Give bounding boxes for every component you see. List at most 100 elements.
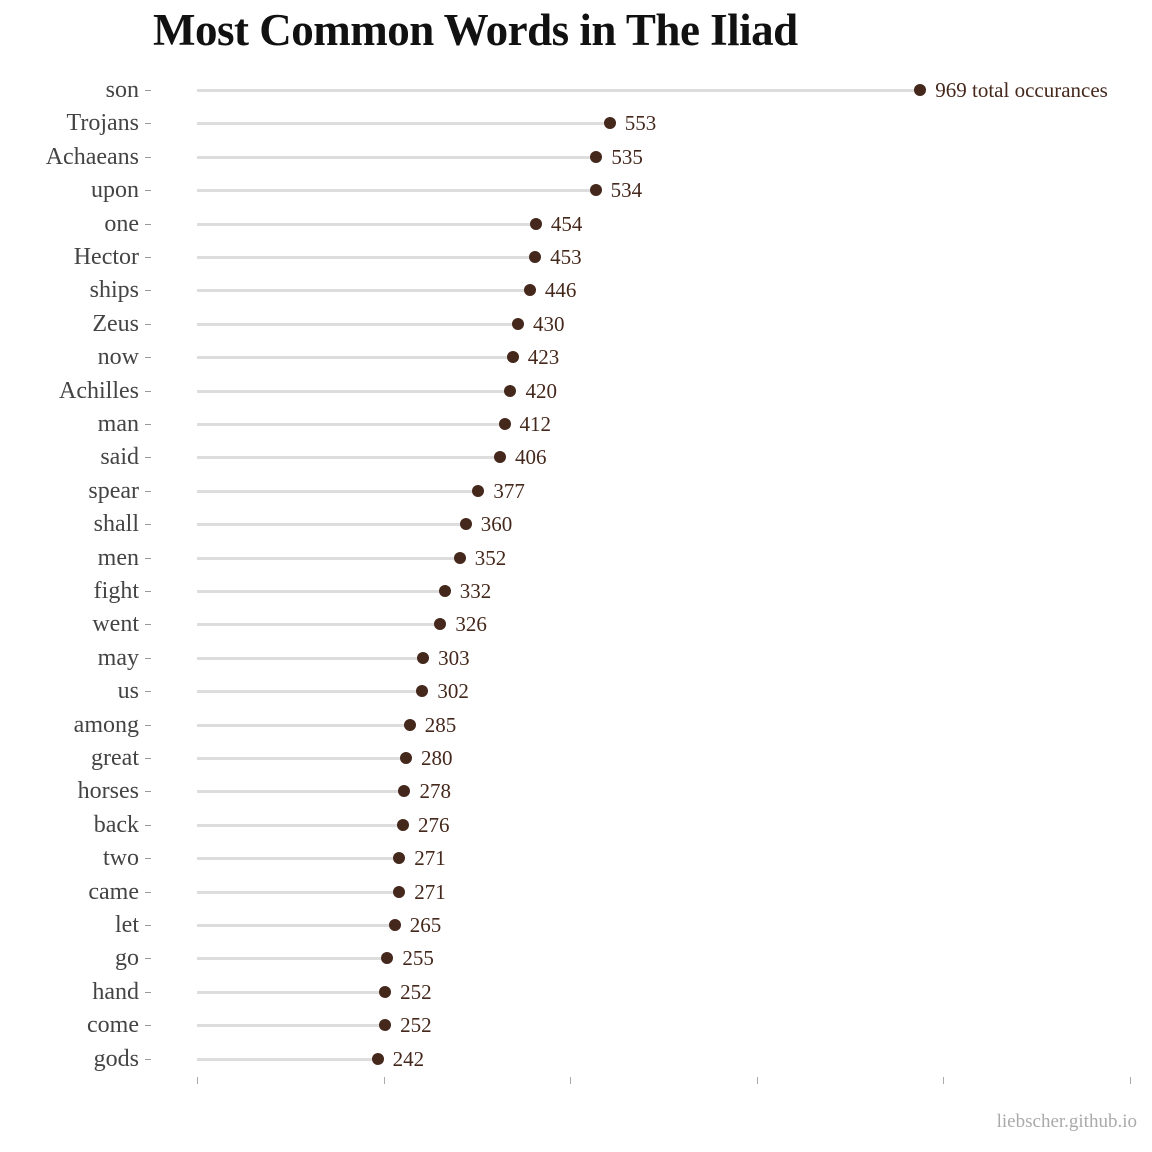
x-axis-tick [197,1077,198,1084]
value-label: 420 [525,378,557,403]
lollipop-stem [197,857,400,861]
data-point [398,785,411,798]
data-point [523,284,536,297]
value-label: 271 [414,846,446,871]
chart-row: hand 252 [0,976,1152,1009]
data-point [529,217,542,230]
lollipop-stem [197,957,388,961]
lollipop-stem [197,590,445,593]
source-credit: liebscher.github.io [996,1111,1137,1132]
value-label: 265 [409,913,442,937]
y-axis-tick [145,290,151,292]
lollipop-stem [197,189,596,193]
data-point [403,718,416,731]
lollipop-stem [197,990,386,994]
y-axis-label: back [93,811,139,838]
value-label: 453 [550,245,582,269]
y-axis-label: ships [89,277,139,304]
value-label: 285 [424,712,457,737]
y-axis-label: spear [88,477,139,504]
value-label: 242 [392,1046,425,1071]
y-axis-label: men [97,544,139,571]
value-label: 303 [438,645,470,670]
x-axis-tick [570,1077,572,1084]
chart-row: Achilles 420 [0,375,1152,408]
lollipop-stem [197,256,536,259]
value-label: 446 [544,278,577,303]
data-point [589,184,602,197]
value-label: 332 [459,579,492,603]
y-axis-label: went [92,611,139,638]
data-point [393,852,406,865]
chart-row: said 406 [0,441,1152,474]
y-axis-tick [145,257,151,258]
lollipop-stem [197,456,501,460]
data-point [397,818,409,831]
chart-row: upon 534 [0,174,1152,207]
y-axis-label: Achaeans [45,143,139,170]
y-axis-tick [145,123,151,125]
lollipop-stem [197,623,441,627]
data-point [504,384,517,397]
y-axis-label: one [104,210,139,237]
lollipop-stem [197,790,405,794]
value-label: 406 [515,445,547,470]
y-axis-tick [145,190,151,192]
y-axis-label: two [103,845,139,872]
y-axis-tick [145,156,151,158]
lollipop-stem [197,489,479,493]
y-axis-tick [145,991,151,993]
chart-row: Achaeans 535 [0,141,1152,174]
data-point [494,451,507,464]
data-point [453,551,466,564]
value-label: 326 [455,612,487,637]
lollipop-stem [197,89,921,92]
y-axis-label: shall [93,511,139,538]
y-axis-label: hand [92,978,139,1005]
data-point [393,885,406,898]
value-label: 454 [550,211,583,236]
y-axis-tick [145,758,151,759]
y-axis-label: fight [93,578,139,604]
y-axis-tick [145,724,151,726]
y-axis-label: upon [91,177,139,204]
lollipop-stem [197,1024,386,1028]
data-point [379,985,392,998]
y-axis-tick [145,624,151,626]
chart-row: go 255 [0,942,1152,975]
chart-row: now 423 [0,341,1152,374]
chart-row: spear 377 [0,475,1152,508]
lollipop-stem [197,556,460,560]
lollipop-stem [197,356,513,360]
y-axis-label: Hector [73,244,139,270]
y-axis-label: said [100,444,139,471]
y-axis-label: come [87,1012,139,1039]
y-axis-tick [145,1025,151,1027]
chart-row: came 271 [0,876,1152,909]
y-axis-tick [145,557,151,559]
lollipop-stem [197,155,597,159]
data-point [388,919,401,931]
lollipop-stem [197,890,400,894]
y-axis-label: among [73,711,139,738]
lollipop-stem [197,523,466,527]
data-point [511,317,524,330]
data-point [416,685,429,698]
y-axis-tick [145,223,151,225]
data-point [914,84,927,96]
chart-row: shall 360 [0,508,1152,541]
chart-row: man 412 [0,408,1152,441]
data-point [590,150,603,163]
lollipop-stem [197,322,518,326]
lollipop-stem [197,1057,378,1061]
value-label: 377 [493,478,525,503]
y-axis-tick [145,90,151,91]
value-label: 278 [419,779,451,804]
x-axis-tick [383,1077,385,1084]
value-label: 535 [611,144,643,169]
chart-row: Hector 453 [0,241,1152,274]
value-label: 553 [624,111,657,136]
lollipop-stem [197,122,610,126]
y-axis-tick [145,891,151,893]
data-point [379,1019,392,1032]
